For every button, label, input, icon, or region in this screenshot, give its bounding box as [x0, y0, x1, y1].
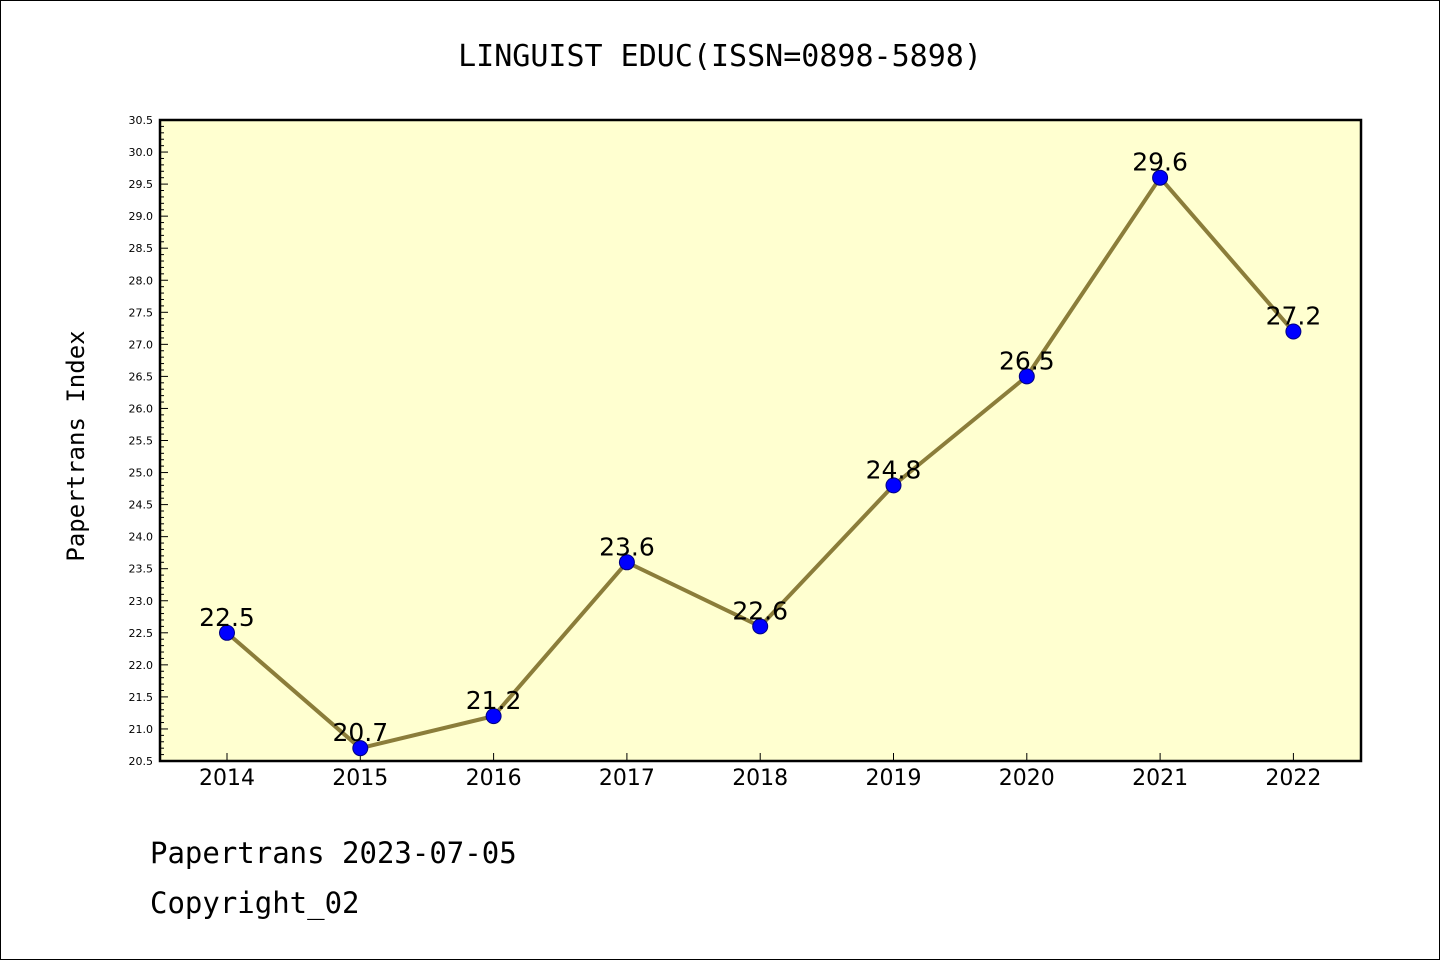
- x-tick-label: 2021: [1132, 766, 1188, 791]
- data-point: [618, 554, 635, 571]
- x-tick-label: 2015: [332, 766, 388, 791]
- y-tick-label: 27.5: [129, 306, 154, 319]
- y-tick-label: 23.5: [129, 563, 154, 576]
- data-point: [1152, 169, 1169, 186]
- x-tick-label: 2018: [732, 766, 788, 791]
- y-tick-label: 24.0: [129, 531, 154, 544]
- y-tick-label: 29.5: [129, 178, 154, 191]
- data-point: [485, 708, 502, 725]
- y-tick-label: 26.5: [129, 370, 154, 383]
- data-labels-group: 22.5 20.7 21.2 23.6 22.6 24.8 26.5 29.6 27.2: [199, 148, 1321, 747]
- y-tick-label: 30.0: [129, 146, 154, 159]
- y-tick-label: 23.0: [129, 595, 154, 608]
- data-point: [352, 740, 369, 757]
- data-label: 23.6: [599, 532, 655, 561]
- y-tick-label: 25.0: [129, 467, 154, 480]
- x-tick-label: 2022: [1265, 766, 1321, 791]
- y-tick-label: 27.0: [129, 338, 154, 351]
- y-tick-label: 21.5: [129, 691, 154, 704]
- data-label: 20.7: [332, 718, 388, 747]
- plot-area: [160, 120, 1361, 761]
- y-tick-label: 26.0: [129, 402, 154, 415]
- x-tick-label: 2014: [199, 766, 255, 791]
- y-tick-label: 24.5: [129, 499, 154, 512]
- x-tick-label: 2016: [466, 766, 522, 791]
- x-tick-label: 2017: [599, 766, 655, 791]
- x-axis: 2014 2015 2016 2017 2018 2019 2020 2021 2022: [199, 753, 1321, 791]
- data-label: 22.5: [199, 603, 255, 632]
- data-point: [885, 477, 902, 494]
- data-point: [1018, 368, 1035, 385]
- y-tick-label: 25.5: [129, 435, 154, 448]
- data-label: 26.5: [999, 346, 1055, 375]
- plot-border: [158, 118, 1363, 763]
- y-axis: 20.5 21.0 21.5 22.0 22.5 23.0 23.5 24.0 24.5 25.0…: [129, 114, 168, 768]
- data-point: [752, 618, 769, 635]
- x-tick-label: 2020: [999, 766, 1055, 791]
- data-label: 24.8: [866, 455, 922, 484]
- footer-date: Papertrans 2023-07-05: [150, 836, 517, 870]
- y-tick-label: 22.5: [129, 627, 154, 640]
- y-tick-label: 30.5: [129, 114, 154, 127]
- y-tick-label: 28.0: [129, 274, 154, 287]
- data-label: 27.2: [1266, 302, 1322, 331]
- y-tick-label: 21.0: [129, 723, 154, 736]
- y-tick-label: 28.5: [129, 242, 154, 255]
- data-label: 22.6: [732, 596, 788, 625]
- chart-title: LINGUIST EDUC(ISSN=0898-5898): [458, 39, 982, 74]
- x-tick-label: 2019: [866, 766, 922, 791]
- data-point: [1285, 323, 1302, 340]
- footer-copyright: Copyright_02: [150, 886, 360, 921]
- y-axis-label: Papertrans Index: [62, 330, 90, 561]
- data-label: 29.6: [1132, 148, 1188, 177]
- y-tick-label: 20.5: [129, 755, 154, 768]
- y-tick-label: 22.0: [129, 659, 154, 672]
- markers-group: [219, 169, 1302, 757]
- data-point: [219, 624, 235, 641]
- data-label: 21.2: [466, 686, 522, 715]
- y-tick-label: 29.0: [129, 210, 154, 223]
